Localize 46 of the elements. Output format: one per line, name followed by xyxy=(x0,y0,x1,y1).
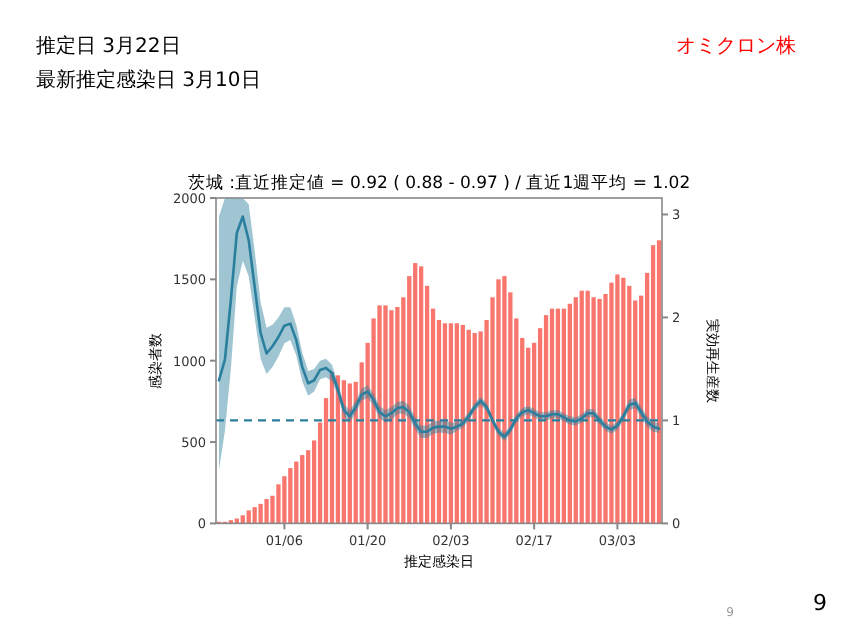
bar xyxy=(567,303,572,524)
bar xyxy=(276,484,281,524)
bar xyxy=(389,310,394,524)
bar xyxy=(627,285,632,524)
bar xyxy=(496,279,501,524)
bar xyxy=(347,383,352,524)
bar xyxy=(240,515,245,524)
bar xyxy=(252,507,257,524)
chart-title: 茨城 :直近推定値 = 0.92 ( 0.88 - 0.97 ) / 直近1週平均 = 1.02 xyxy=(187,172,691,194)
bar xyxy=(585,290,590,524)
bar xyxy=(377,305,382,524)
bar xyxy=(543,315,549,524)
bar xyxy=(555,308,561,524)
bar xyxy=(460,324,465,524)
bar xyxy=(419,266,424,524)
bar xyxy=(288,468,293,524)
bar xyxy=(294,461,299,524)
bar xyxy=(442,323,448,524)
bar xyxy=(466,329,471,524)
text: 9 xyxy=(813,590,827,616)
bar xyxy=(650,245,656,524)
bar xyxy=(573,297,578,524)
bar xyxy=(448,323,454,524)
line-series xyxy=(217,215,661,439)
bar xyxy=(282,476,287,524)
bar xyxy=(597,298,602,524)
bar xyxy=(264,498,269,524)
text: オミクロン株 xyxy=(676,34,796,58)
bar xyxy=(413,263,418,524)
text: 最新推定感染日 3月10日 xyxy=(36,68,261,92)
bar xyxy=(609,282,614,524)
bar xyxy=(579,290,584,524)
bar xyxy=(621,277,626,524)
bar xyxy=(454,323,459,524)
bar xyxy=(561,308,567,524)
bar xyxy=(258,503,263,524)
bar xyxy=(246,510,251,524)
text: 推定日 3月22日 xyxy=(36,34,181,58)
bar xyxy=(383,305,388,524)
bar xyxy=(549,308,555,524)
bar xyxy=(656,240,662,524)
bar xyxy=(615,274,620,524)
bar xyxy=(591,297,596,524)
bar xyxy=(502,276,507,524)
bar xyxy=(300,455,305,524)
bar xyxy=(472,333,477,524)
